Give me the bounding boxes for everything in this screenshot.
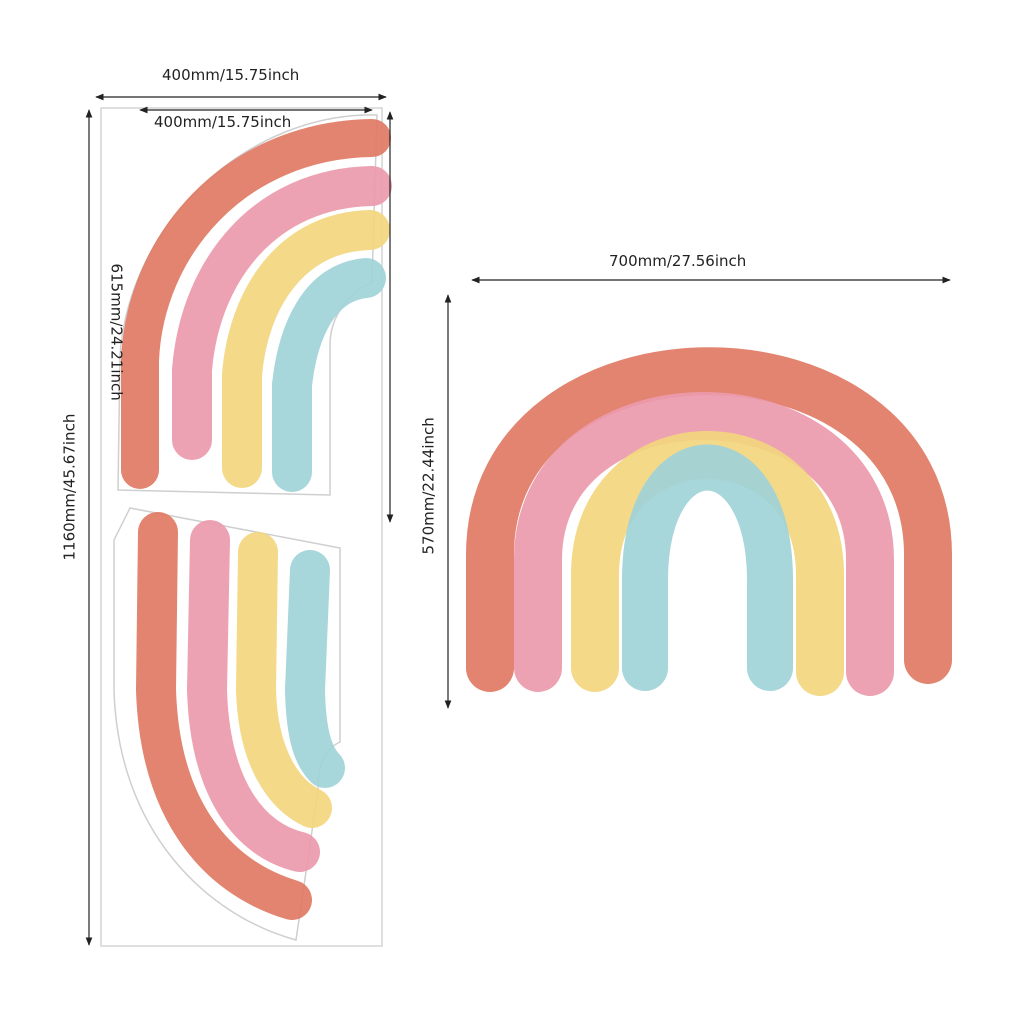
upper-pink-stripe <box>172 166 392 460</box>
upper-teal-stripe <box>272 258 386 492</box>
lower-rainbow-piece <box>113 507 345 941</box>
upper-coral-stripe <box>121 119 391 489</box>
rainbow-width-label: 700mm/27.56inch <box>609 252 747 270</box>
full-rainbow <box>466 347 952 696</box>
rainbow-coral-band <box>466 347 952 692</box>
upper-yellow-stripe <box>222 210 390 488</box>
rainbow-pink-band <box>514 392 894 696</box>
lower-teal-stripe <box>284 550 345 788</box>
lower-coral-stripe <box>135 512 312 920</box>
upper-rainbow-piece <box>117 114 392 496</box>
rainbow-teal-band <box>622 444 793 691</box>
total-height-label: 1160mm/45.67inch <box>60 413 79 561</box>
outer-width-label: 400mm/15.75inch <box>162 66 300 84</box>
lower-yellow-stripe <box>235 532 332 828</box>
inner-width-label: 400mm/15.75inch <box>154 113 292 131</box>
rainbow-height-label: 570mm/22.44inch <box>419 417 438 555</box>
piece-height-label: 615mm/24.21inch <box>107 263 126 401</box>
lower-pink-stripe <box>186 520 320 872</box>
